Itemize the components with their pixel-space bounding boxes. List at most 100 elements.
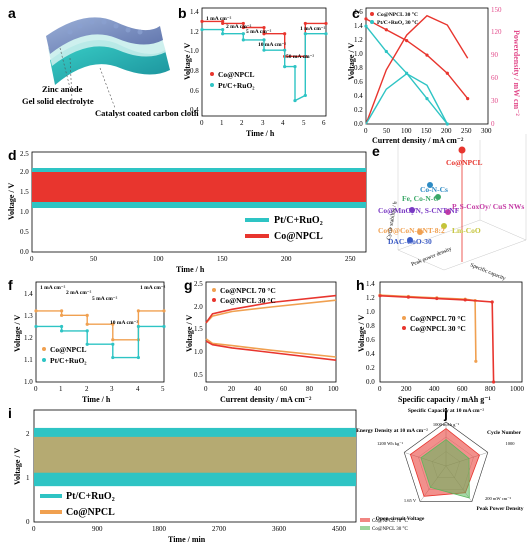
panel-f: f Voltage / V Time / h 0 1 2 3 4 5 1.0 1… bbox=[8, 277, 166, 404]
panel-h-plot bbox=[378, 293, 496, 384]
b-ytick-2: 0.8 bbox=[190, 67, 199, 75]
b-legend-marker-1 bbox=[210, 83, 214, 87]
i-xtick-0: 0 bbox=[32, 525, 36, 533]
g-line-0 bbox=[205, 299, 337, 324]
panel-e: e Co@NPCL Co-N-Cs Fe, Co-N-C Co@MnO₂/N, … bbox=[372, 134, 527, 282]
c-xtick-4: 200 bbox=[441, 127, 452, 135]
b-ptc-point-3 bbox=[241, 32, 245, 36]
f-co-npcl-point-9 bbox=[162, 309, 166, 313]
i-ytick-0: 0 bbox=[26, 518, 30, 526]
g-ytick-0: 0.5 bbox=[194, 371, 203, 379]
panel-g-frame bbox=[205, 281, 337, 383]
f-line-co-npcl bbox=[36, 310, 164, 341]
panel-e-letter: e bbox=[372, 143, 380, 159]
d-xtick-0: 0 bbox=[30, 255, 34, 263]
i-legend-0: Pt/C+RuO₂ bbox=[66, 491, 115, 502]
h-ytick-2: 0.4 bbox=[366, 350, 375, 358]
b-co-npcl-point-0 bbox=[200, 19, 204, 23]
b-ptc-point-9 bbox=[293, 65, 297, 69]
panel-c-plot bbox=[364, 14, 470, 126]
h-legend-0: Co@NPCL 70 °C bbox=[410, 314, 466, 323]
b-xtick-1: 1 bbox=[220, 119, 224, 127]
c-line-co-npcl-voltage bbox=[365, 18, 469, 100]
h-ytick-0: 0.0 bbox=[366, 378, 375, 386]
d-ytick-2: 1.0 bbox=[20, 208, 29, 216]
panel-d-plot bbox=[32, 168, 366, 208]
panel-g-letter: g bbox=[184, 277, 193, 293]
d-xtick-3: 150 bbox=[217, 255, 228, 263]
g-line-1 bbox=[205, 294, 337, 324]
panel-h-letter: h bbox=[356, 277, 365, 293]
panel-i: i Voltage / V Time / min 0 900 1800 2700… bbox=[8, 405, 357, 544]
c-line-co-npcl-power bbox=[365, 14, 469, 125]
e-grid bbox=[397, 134, 527, 271]
panel-j-radar bbox=[403, 421, 489, 502]
j-legend-1: Co@NPCL 30 °C bbox=[372, 527, 409, 532]
h-legend-marker-0 bbox=[402, 316, 406, 320]
f-co-npcl-point-0 bbox=[34, 309, 38, 313]
panel-i-xlabel: Time / min bbox=[168, 535, 206, 544]
f-legend-marker-0 bbox=[42, 347, 46, 351]
c-ytick-7: 1.4 bbox=[354, 22, 363, 30]
e-point-lm-coo bbox=[441, 223, 447, 229]
j-legend-0: Co@NPCL 70 °C bbox=[372, 519, 409, 524]
c-co-npcl-voltage-point-2 bbox=[405, 39, 409, 43]
c-co-npcl-voltage-point-5 bbox=[466, 97, 470, 101]
h-ytick-1: 0.2 bbox=[366, 364, 375, 372]
j-legend-swatch-0 bbox=[360, 518, 370, 522]
e-label-4: P, S-CoxOy/ CuS NWs bbox=[452, 202, 524, 211]
h-xtick-2: 400 bbox=[429, 385, 440, 393]
h-ytick-4: 0.8 bbox=[366, 322, 375, 330]
panel-d-letter: d bbox=[8, 147, 17, 163]
e-label-7: DAC-CoO-30 bbox=[388, 237, 432, 246]
d-band-co-npcl bbox=[32, 172, 366, 202]
b-xtick-2: 2 bbox=[240, 119, 244, 127]
c-legend-marker-0 bbox=[370, 12, 374, 16]
f-ptc-point-9 bbox=[162, 324, 166, 329]
panel-d-ylabel: Voltage / V bbox=[7, 182, 16, 220]
panel-b-letter: b bbox=[178, 5, 187, 21]
c-ytick-8: 1.6 bbox=[354, 8, 363, 16]
h-legend-1: Co@NPCL 30 °C bbox=[410, 324, 466, 333]
c-legend-marker-1 bbox=[370, 20, 374, 24]
f-ytick-1: 1.1 bbox=[24, 356, 33, 364]
c-xtick-1: 50 bbox=[383, 127, 391, 135]
d-legend-1: Co@NPCL bbox=[274, 231, 323, 242]
zinc-anode-layer bbox=[46, 17, 163, 54]
c-ytick-5: 1.0 bbox=[354, 50, 363, 58]
b-ytick-5: 1.4 bbox=[190, 8, 199, 16]
f-co-npcl-point-4 bbox=[85, 322, 89, 326]
h-30c-point-4 bbox=[490, 300, 494, 304]
b-ptc-point-8 bbox=[283, 65, 287, 69]
b-line-ptc bbox=[202, 28, 326, 102]
f-xtick-2: 2 bbox=[85, 385, 89, 393]
battery-illustration bbox=[46, 17, 170, 85]
f-xtick-3: 3 bbox=[110, 385, 114, 393]
f-line-ptc bbox=[36, 325, 164, 359]
f-co-npcl-point-6 bbox=[111, 338, 115, 342]
e-label-5: CoO@CoN-CNT-8:2 bbox=[378, 226, 445, 235]
b-legend-marker-0 bbox=[210, 72, 214, 76]
j-outer-ring bbox=[403, 421, 489, 502]
g-ytick-2: 1.5 bbox=[194, 325, 203, 333]
b-xtick-3: 3 bbox=[261, 119, 265, 127]
e-point-co-npcl bbox=[458, 146, 466, 154]
f-xtick-0: 0 bbox=[34, 385, 38, 393]
c-y2tick-5: 150 bbox=[491, 6, 502, 14]
f-ytick-2: 1.2 bbox=[24, 334, 33, 342]
c-co-npcl-voltage-point-0 bbox=[364, 17, 368, 21]
d-xtick-4: 200 bbox=[281, 255, 292, 263]
panel-f-ylabel: Voltage / V bbox=[13, 314, 22, 352]
c-xtick-0: 0 bbox=[364, 127, 368, 135]
b-ytick-3: 1.0 bbox=[190, 47, 199, 55]
f-co-npcl-point-5 bbox=[111, 322, 115, 326]
panel-a-letter: a bbox=[8, 5, 16, 21]
f-anno-4: 1 mA cm⁻² bbox=[140, 285, 166, 291]
b-legend-0: Co@NPCL bbox=[218, 70, 255, 79]
b-co-npcl-point-3 bbox=[241, 21, 245, 26]
f-ptc-point-6 bbox=[111, 355, 115, 360]
c-xtick-3: 150 bbox=[421, 127, 432, 135]
c-xtick-6: 300 bbox=[481, 127, 492, 135]
b-xtick-6: 6 bbox=[322, 119, 326, 127]
